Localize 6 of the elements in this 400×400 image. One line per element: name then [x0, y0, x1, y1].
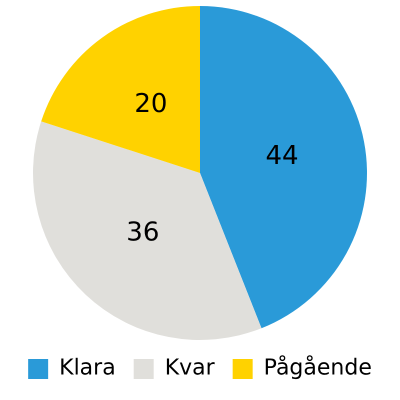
legend-label: Kvar	[164, 356, 216, 381]
legend-label: Klara	[59, 356, 116, 381]
data-label: 36	[126, 218, 160, 248]
data-label: 44	[265, 141, 299, 172]
data-label: 20	[134, 89, 168, 120]
legend-label: Pågående	[264, 354, 372, 381]
